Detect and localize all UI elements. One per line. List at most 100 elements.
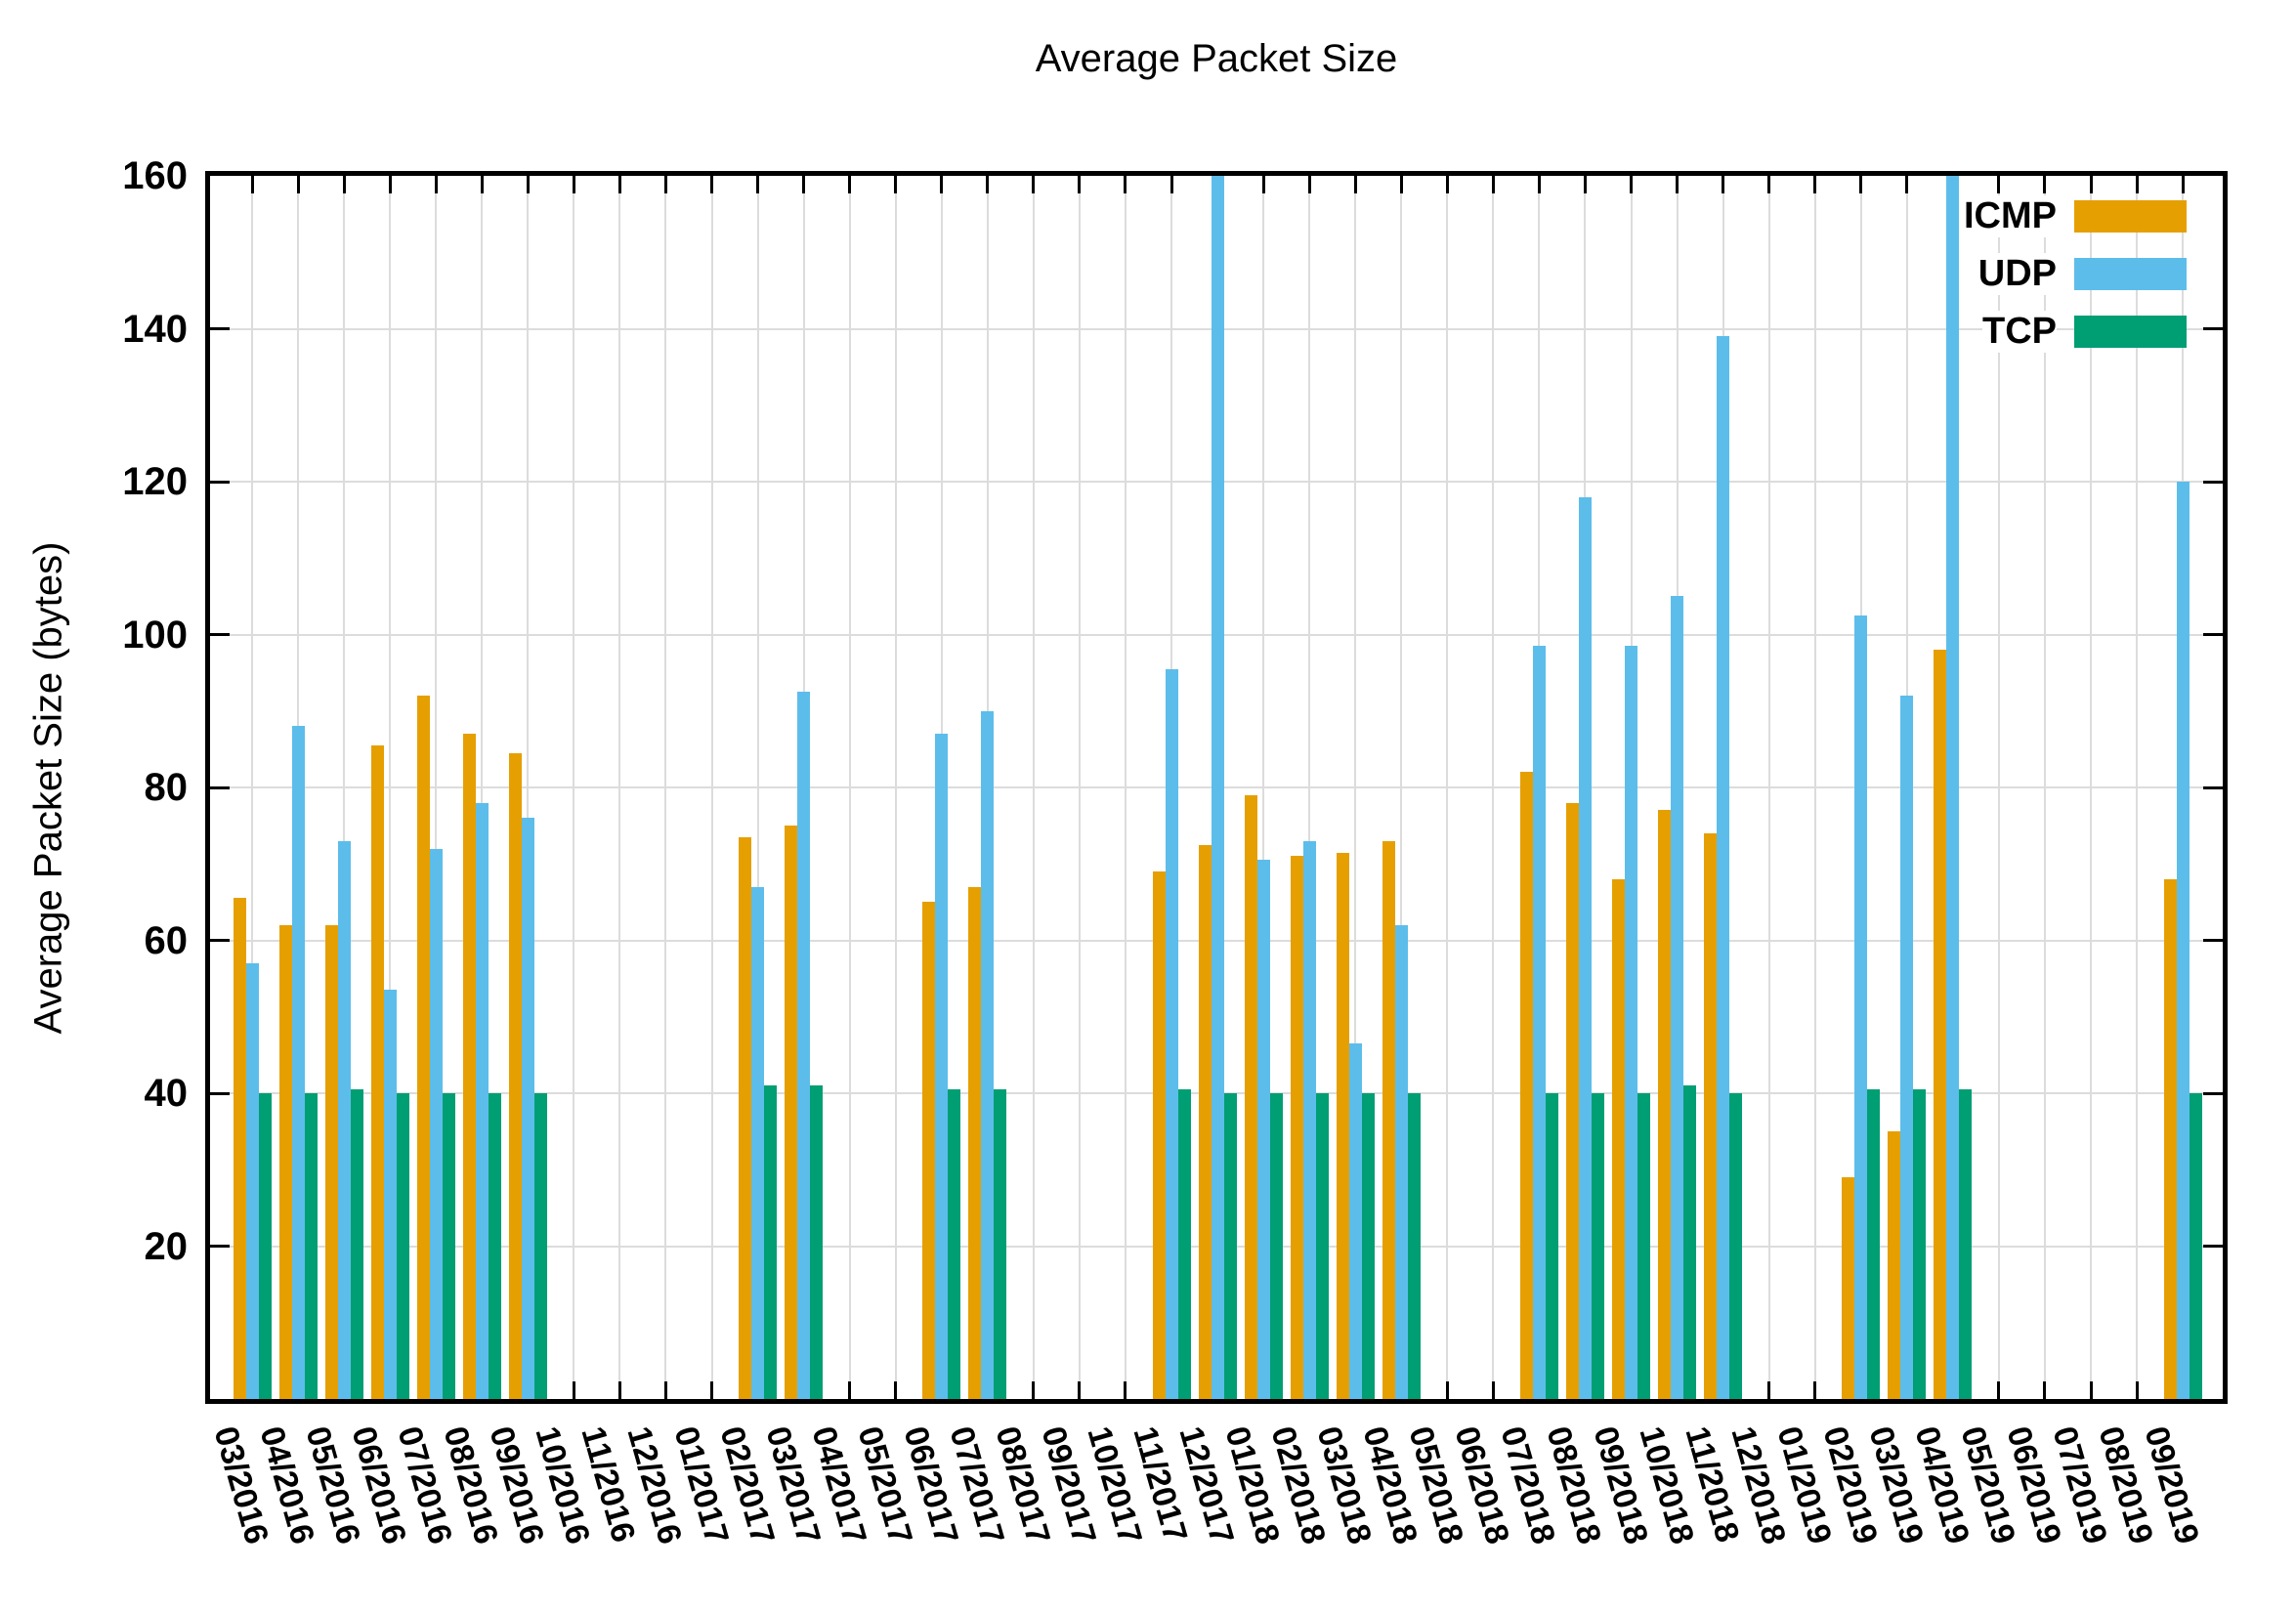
x-tick-top [1169, 176, 1173, 193]
v-gridline [710, 176, 713, 1399]
bar-icmp-04/2018 [1382, 840, 1395, 1399]
x-tick-top [848, 176, 852, 193]
y-tick-left [210, 939, 230, 942]
x-tick-top [2135, 176, 2139, 193]
x-tick-top [2181, 176, 2185, 193]
x-tick-top [342, 176, 346, 193]
legend-label-icmp: ICMP [1964, 195, 2057, 237]
x-tick-top [572, 176, 575, 193]
x-tick-top [1353, 176, 1357, 193]
bar-icmp-05/2016 [324, 924, 338, 1399]
bar-udp-02/2017 [751, 886, 765, 1399]
bar-icmp-08/2016 [462, 734, 476, 1399]
bar-icmp-04/2016 [278, 924, 292, 1399]
bar-icmp-03/2016 [233, 898, 246, 1399]
x-tick-bottom [1491, 1381, 1495, 1399]
y-tick-right [2203, 480, 2223, 484]
bar-tcp-07/2017 [994, 1089, 1007, 1399]
x-tick-bottom [663, 1381, 667, 1399]
v-gridline [2090, 176, 2092, 1399]
y-tick-right [2203, 1245, 2223, 1248]
y-tick-right [2203, 633, 2223, 636]
x-tick-top [1676, 176, 1679, 193]
x-tick-top [894, 176, 898, 193]
x-tick-bottom [1813, 1381, 1817, 1399]
v-gridline [1354, 176, 1357, 1399]
bar-tcp-09/2018 [1637, 1093, 1650, 1399]
bar-udp-08/2016 [475, 802, 489, 1399]
x-tick-top [1997, 176, 2001, 193]
bar-tcp-02/2019 [1867, 1089, 1881, 1399]
v-gridline [2043, 176, 2046, 1399]
v-gridline [1813, 176, 1816, 1399]
x-tick-bottom [572, 1381, 575, 1399]
x-tick-top [1032, 176, 1036, 193]
x-tick-top [1078, 176, 1082, 193]
bar-tcp-03/2017 [810, 1085, 824, 1399]
bar-icmp-08/2018 [1565, 802, 1579, 1399]
plot-area: ICMP UDP TCP [205, 171, 2228, 1404]
x-tick-top [1537, 176, 1541, 193]
y-tick-left [210, 1245, 230, 1248]
bar-udp-07/2018 [1532, 646, 1546, 1399]
bar-udp-08/2018 [1578, 496, 1592, 1399]
bar-udp-03/2017 [797, 692, 811, 1399]
v-gridline [573, 176, 575, 1399]
x-tick-top [1630, 176, 1633, 193]
x-tick-top [480, 176, 484, 193]
v-gridline [894, 176, 897, 1399]
v-gridline [1446, 176, 1449, 1399]
v-gridline [1308, 176, 1311, 1399]
bar-tcp-07/2016 [442, 1093, 455, 1399]
x-tick-bottom [1124, 1381, 1127, 1399]
bar-tcp-09/2019 [2189, 1093, 2202, 1399]
bar-udp-05/2016 [337, 840, 351, 1399]
legend-swatch-icon-tcp [2074, 316, 2187, 348]
bar-tcp-08/2016 [488, 1093, 501, 1399]
x-tick-top [1307, 176, 1311, 193]
v-gridline [481, 176, 484, 1399]
legend-label-tcp: TCP [1982, 311, 2057, 353]
y-tick-left [210, 480, 230, 484]
x-tick-top [1813, 176, 1817, 193]
x-tick-top [986, 176, 990, 193]
v-gridline [1767, 176, 1770, 1399]
x-tick-top [1583, 176, 1587, 193]
bar-icmp-06/2017 [922, 902, 936, 1399]
x-tick-bottom [2043, 1381, 2047, 1399]
y-tick-label-20: 20 [144, 1224, 189, 1268]
bar-udp-09/2018 [1625, 646, 1637, 1399]
bar-tcp-05/2016 [350, 1089, 363, 1399]
legend-label-udp: UDP [1977, 253, 2057, 295]
bar-tcp-11/2017 [1177, 1089, 1191, 1399]
x-tick-top [710, 176, 713, 193]
v-gridline [756, 176, 759, 1399]
bar-icmp-03/2017 [785, 826, 798, 1399]
x-tick-top [1722, 176, 1725, 193]
bar-udp-06/2016 [383, 990, 397, 1399]
bar-tcp-03/2016 [258, 1093, 272, 1399]
y-tick-left [210, 327, 230, 330]
x-tick-bottom [710, 1381, 713, 1399]
v-gridline [389, 176, 392, 1399]
bar-icmp-07/2017 [968, 886, 982, 1399]
bar-icmp-01/2018 [1244, 794, 1257, 1399]
bar-tcp-12/2017 [1223, 1093, 1237, 1399]
y-tick-right [2203, 785, 2223, 789]
x-tick-top [1124, 176, 1127, 193]
x-tick-bottom [1445, 1381, 1449, 1399]
v-gridline [251, 176, 253, 1399]
bar-icmp-12/2017 [1198, 844, 1212, 1399]
bar-icmp-02/2019 [1842, 1177, 1855, 1399]
x-tick-top [617, 176, 621, 193]
bar-tcp-03/2018 [1361, 1093, 1375, 1399]
bar-udp-02/2018 [1302, 840, 1316, 1399]
x-tick-top [296, 176, 300, 193]
x-tick-top [756, 176, 760, 193]
v-gridline [343, 176, 346, 1399]
y-tick-right [2203, 939, 2223, 942]
bar-udp-09/2016 [521, 818, 534, 1399]
chart-title: Average Packet Size [1035, 37, 1398, 80]
y-tick-label-80: 80 [144, 766, 189, 809]
